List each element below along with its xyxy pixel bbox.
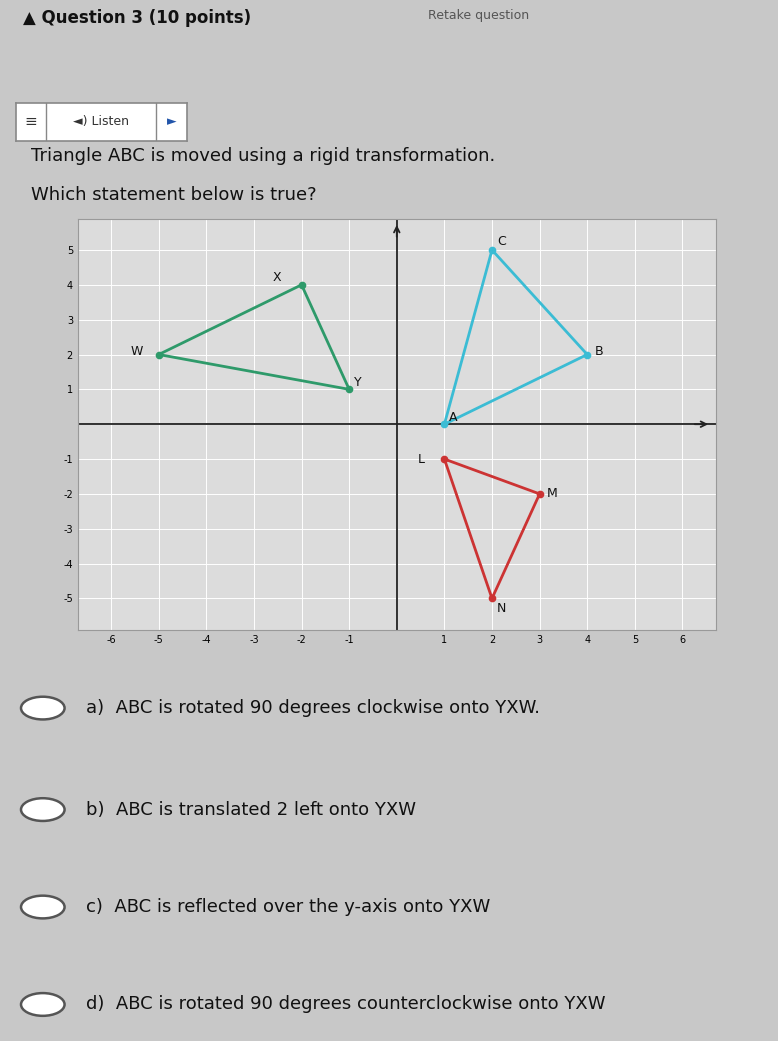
Text: b)  ABC is translated 2 left onto YXW: b) ABC is translated 2 left onto YXW	[86, 801, 415, 818]
Text: L: L	[419, 453, 426, 465]
Circle shape	[21, 798, 65, 821]
Text: ◄) Listen: ◄) Listen	[73, 116, 129, 128]
Text: d)  ABC is rotated 90 degrees counterclockwise onto YXW: d) ABC is rotated 90 degrees countercloc…	[86, 995, 605, 1014]
Circle shape	[21, 993, 65, 1016]
Text: B: B	[594, 345, 603, 357]
Text: W: W	[130, 345, 142, 357]
Text: Y: Y	[354, 376, 362, 389]
Text: Triangle ABC is moved using a rigid transformation.: Triangle ABC is moved using a rigid tran…	[31, 147, 496, 166]
Text: ▲ Question 3 (10 points): ▲ Question 3 (10 points)	[23, 8, 258, 27]
Text: ►: ►	[166, 116, 176, 128]
Text: C: C	[497, 234, 506, 248]
Circle shape	[21, 696, 65, 719]
Text: X: X	[273, 272, 282, 284]
Text: a)  ABC is rotated 90 degrees clockwise onto YXW.: a) ABC is rotated 90 degrees clockwise o…	[86, 700, 540, 717]
Text: N: N	[497, 603, 506, 615]
Text: ≡: ≡	[25, 115, 37, 129]
Text: c)  ABC is reflected over the y-axis onto YXW: c) ABC is reflected over the y-axis onto…	[86, 898, 490, 916]
Text: M: M	[547, 487, 558, 501]
Text: A: A	[449, 411, 457, 424]
Text: Retake question: Retake question	[428, 8, 529, 22]
Circle shape	[21, 895, 65, 918]
Text: Which statement below is true?: Which statement below is true?	[31, 186, 317, 204]
